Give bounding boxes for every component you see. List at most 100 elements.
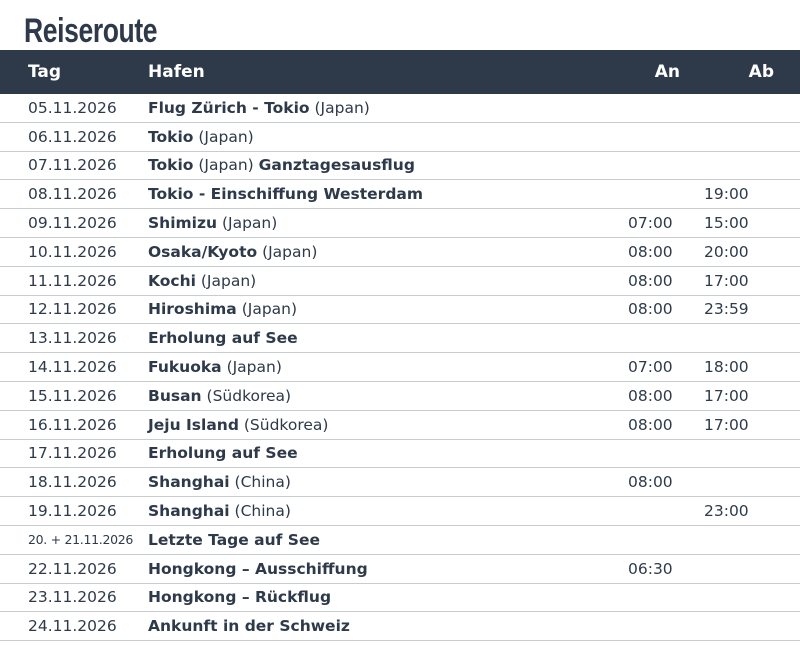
table-row: 16.11.2026 Jeju Island (Südkorea) 08:00 17:… xyxy=(0,410,800,440)
cell-an: 08:00 xyxy=(584,410,686,440)
cell-an: 06:30 xyxy=(584,554,686,584)
table-row: 10.11.2026 Osaka/Kyoto (Japan) 08:00 20:00 xyxy=(0,237,800,267)
table-row: 18.11.2026 Shanghai (China) 08:00 xyxy=(0,467,800,498)
table-header: Tag Hafen An Ab xyxy=(0,50,800,94)
table-row: 15.11.2026 Busan (Südkorea) 08:00 17:00 xyxy=(0,381,800,411)
table-row: 12.11.2026 Hiroshima (Japan) 08:00 23:59 xyxy=(0,295,800,325)
table-row: 19.11.2026 Shanghai (China) 23:00 xyxy=(0,496,800,526)
cell-tag: 12.11.2026 xyxy=(0,295,148,325)
cell-ab: 18:00 xyxy=(686,352,800,382)
port-name: Erholung auf See xyxy=(148,444,298,463)
port-name: Erholung auf See xyxy=(148,329,298,348)
port-name: Busan xyxy=(148,386,202,405)
cell-an xyxy=(584,323,686,354)
cell-tag: 05.11.2026 xyxy=(0,94,148,123)
port-name: Tokio - Einschiffung Westerdam xyxy=(148,185,424,204)
cell-hafen: Jeju Island (Südkorea) xyxy=(148,410,584,440)
header-tag: Tag xyxy=(28,62,62,82)
cell-tag: 09.11.2026 xyxy=(0,208,148,238)
port-name: Kochi xyxy=(148,271,196,290)
cell-an xyxy=(584,583,686,613)
cell-ab xyxy=(686,583,800,613)
cell-hafen: Shanghai (China) xyxy=(148,496,584,526)
cell-ab: 17:00 xyxy=(686,381,800,411)
country: (Japan) xyxy=(221,214,278,233)
cell-hafen: Shanghai (China) xyxy=(148,467,584,498)
port-name: Shanghai xyxy=(148,473,230,492)
cell-hafen: Flug Zürich - Tokio (Japan) xyxy=(148,94,584,123)
cell-tag: 23.11.2026 xyxy=(0,583,148,613)
port-name: Osaka/Kyoto xyxy=(148,242,258,261)
cell-an xyxy=(584,179,686,210)
cell-tag: 11.11.2026 xyxy=(0,266,148,296)
cell-tag: 22.11.2026 xyxy=(0,554,148,584)
cell-ab: 19:00 xyxy=(686,179,800,210)
cell-ab: 23:00 xyxy=(686,496,800,526)
cell-ab: 23:59 xyxy=(686,295,800,325)
page-title: Reiseroute xyxy=(24,12,158,50)
cell-tag: 14.11.2026 xyxy=(0,352,148,382)
country: (Japan) xyxy=(262,242,318,261)
cell-tag: 15.11.2026 xyxy=(0,381,148,411)
table-row: 07.11.2026 Tokio (Japan) Ganztagesausflug xyxy=(0,151,800,181)
table-row: 17.11.2026 Erholung auf See xyxy=(0,439,800,469)
header-hafen: Hafen xyxy=(148,62,205,82)
port-name: Tokio xyxy=(148,156,194,175)
cell-an xyxy=(584,439,686,469)
table-row: 23.11.2026 Hongkong – Rückflug xyxy=(0,583,800,613)
cell-an: 08:00 xyxy=(584,467,686,498)
cell-hafen: Hiroshima (Japan) xyxy=(148,295,584,325)
table-row: 06.11.2026 Tokio (Japan) xyxy=(0,122,800,152)
country: (Japan) xyxy=(226,358,282,377)
cell-ab: 20:00 xyxy=(686,237,800,267)
country: (Südkorea) xyxy=(243,415,329,434)
cell-tag: 08.11.2026 xyxy=(0,179,148,210)
table-row: 09.11.2026 Shimizu (Japan) 07:00 15:00 xyxy=(0,208,800,238)
cell-hafen: Busan (Südkorea) xyxy=(148,381,584,411)
cell-tag: 24.11.2026 xyxy=(0,611,148,642)
cell-tag: 13.11.2026 xyxy=(0,323,148,354)
itinerary-table: Tag Hafen An Ab 05.11.2026 Flug Zürich - … xyxy=(0,50,800,642)
table-row: 05.11.2026 Flug Zürich - Tokio (Japan) xyxy=(0,94,800,123)
cell-hafen: Letzte Tage auf See xyxy=(148,525,584,555)
cell-an xyxy=(584,151,686,181)
cell-ab xyxy=(686,525,800,555)
cell-ab: 15:00 xyxy=(686,208,800,238)
country: (Japan) xyxy=(314,98,370,117)
country: (Japan) xyxy=(198,127,254,146)
cell-an: 07:00 xyxy=(584,352,686,382)
cell-ab: 17:00 xyxy=(686,410,800,440)
cell-tag: 06.11.2026 xyxy=(0,122,148,152)
cell-hafen: Shimizu (Japan) xyxy=(148,208,584,238)
country: (Japan) xyxy=(198,156,254,175)
port-name: Hiroshima xyxy=(148,300,237,319)
cell-hafen: Erholung auf See xyxy=(148,439,584,469)
cell-an xyxy=(584,94,686,123)
cell-an xyxy=(584,496,686,526)
cell-ab xyxy=(686,151,800,181)
table-row: 08.11.2026 Tokio - Einschiffung Westerdam… xyxy=(0,179,800,210)
port-name: Flug Zürich - Tokio xyxy=(148,98,310,117)
cell-tag: 19.11.2026 xyxy=(0,496,148,526)
header-an: An xyxy=(654,62,680,82)
cell-tag: 20. + 21.11.2026 xyxy=(0,525,148,555)
cell-hafen: Erholung auf See xyxy=(148,323,584,354)
table-row: 13.11.2026 Erholung auf See xyxy=(0,323,800,354)
header-ab: Ab xyxy=(748,62,774,82)
cell-ab xyxy=(686,122,800,152)
cell-hafen: Osaka/Kyoto (Japan) xyxy=(148,237,584,267)
port-name: Shanghai xyxy=(148,502,230,521)
port-name: Hongkong – Rückflug xyxy=(148,588,332,607)
country: (China) xyxy=(234,473,291,492)
cell-an: 08:00 xyxy=(584,295,686,325)
cell-ab xyxy=(686,439,800,469)
cell-an xyxy=(584,525,686,555)
cell-tag: 17.11.2026 xyxy=(0,439,148,469)
port-name: Fukuoka xyxy=(148,358,222,377)
cell-ab xyxy=(686,94,800,123)
port-name: Hongkong – Ausschiffung xyxy=(148,559,368,578)
cell-tag: 16.11.2026 xyxy=(0,410,148,440)
cell-an: 07:00 xyxy=(584,208,686,238)
table-row: 14.11.2026 Fukuoka (Japan) 07:00 18:00 xyxy=(0,352,800,382)
table-row: 22.11.2026 Hongkong – Ausschiffung 06:30 xyxy=(0,554,800,584)
